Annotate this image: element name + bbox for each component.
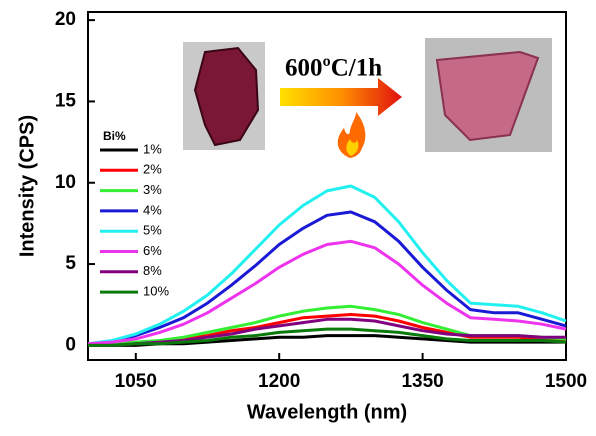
legend-label: 5% — [143, 223, 162, 238]
legend-label: 1% — [143, 141, 162, 156]
legend-label: 8% — [143, 263, 162, 278]
arrow — [280, 78, 402, 116]
y-tick-label: 15 — [55, 90, 77, 111]
chart: 600ºC/1h Wavelength (nm) Intensity (CPS)… — [0, 0, 596, 431]
x-tick-label: 1350 — [401, 371, 443, 392]
legend-label: 10% — [143, 284, 169, 299]
y-tick-label: 20 — [55, 9, 76, 30]
y-axis-title: Intensity (CPS) — [16, 115, 38, 257]
legend-label: 3% — [143, 182, 162, 197]
page: 600ºC/1h Wavelength (nm) Intensity (CPS)… — [0, 0, 596, 436]
x-tick-label: 1050 — [115, 371, 157, 392]
legend-label: 4% — [143, 202, 162, 217]
x-tick-label: 1500 — [545, 371, 587, 392]
legend-label: 2% — [143, 162, 162, 177]
annotation: 600ºC/1h — [285, 55, 382, 82]
x-tick-label: 1200 — [258, 371, 300, 392]
y-tick-label: 10 — [55, 172, 76, 193]
legend-label: 6% — [143, 243, 162, 258]
y-tick-label: 5 — [65, 253, 76, 274]
legend-title: Bi% — [103, 129, 126, 143]
y-tick-label: 0 — [65, 334, 76, 355]
x-axis-title: Wavelength (nm) — [247, 401, 407, 423]
